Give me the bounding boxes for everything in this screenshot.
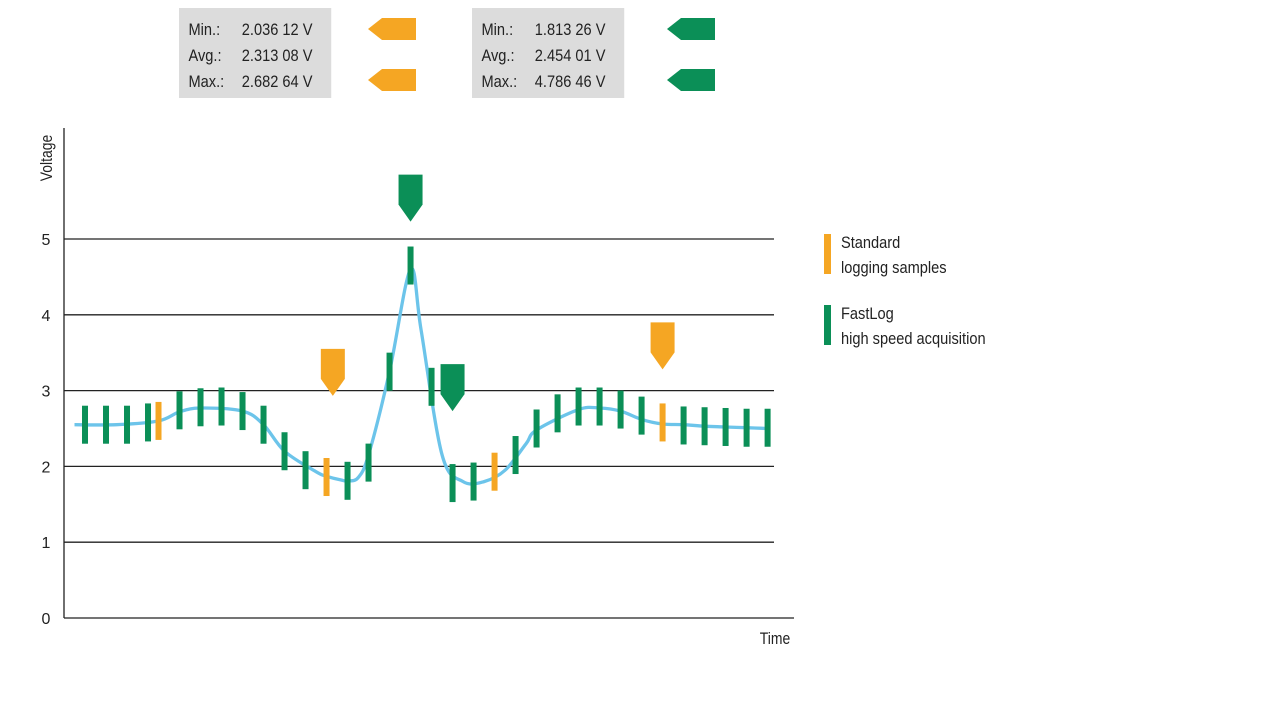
- standard-sample: [155, 401, 162, 440]
- fastlog-sample: [596, 387, 603, 426]
- standard-sample: [659, 403, 666, 442]
- fastlog-sample: [743, 408, 750, 447]
- standard-extreme-marker-icon: [320, 348, 345, 396]
- fastlog-sample: [407, 246, 414, 285]
- avg-label: Avg.:: [188, 46, 222, 65]
- fastlog-sample: [722, 407, 729, 446]
- standard-avg-row: Avg.: 2.313 08 V: [188, 43, 331, 69]
- y-tick-label: 5: [42, 232, 51, 249]
- avg-value: 2.313 08 V: [241, 46, 313, 65]
- min-label: Min.:: [188, 20, 221, 39]
- fastlog-max-row: Max.: 4.786 46 V: [481, 69, 624, 95]
- fastlog-avg-row: Avg.: 2.454 01 V: [481, 43, 624, 69]
- standard-min-row: Min.: 2.036 12 V: [188, 17, 331, 43]
- fastlog-sample: [82, 405, 89, 444]
- standard-min-arrow-icon: [368, 18, 416, 40]
- standard-stats-box: Min.: 2.036 12 V Avg.: 2.313 08 V Max.: …: [179, 8, 332, 98]
- fastlog-min-row: Min.: 1.813 26 V: [481, 17, 624, 43]
- fastlog-sample: [449, 464, 456, 503]
- standard-extreme-marker-icon: [650, 322, 675, 370]
- fastlog-sample: [260, 405, 267, 444]
- max-value: 4.786 46 V: [534, 72, 606, 91]
- axes: Voltage Time: [38, 128, 794, 648]
- max-label: Max.:: [188, 72, 225, 91]
- fastlog-sample: [239, 392, 246, 431]
- fastlog-sample: [197, 388, 204, 427]
- fastlog-sample: [103, 405, 110, 444]
- standard-max-row: Max.: 2.682 64 V: [188, 69, 331, 95]
- legend-label: high speed acquisition: [841, 330, 986, 348]
- fastlog-sample: [701, 407, 708, 446]
- fastlog-extreme-marker-icon: [440, 364, 465, 412]
- fastlog-sample: [638, 396, 645, 435]
- legend-label: FastLog: [841, 305, 894, 323]
- standard-sample: [323, 458, 330, 497]
- y-tick-label: 4: [42, 308, 51, 325]
- fastlog-sample: [575, 387, 582, 426]
- stat-arrows: [368, 18, 715, 91]
- y-tick-label: 3: [42, 384, 51, 401]
- fastlog-stats-box: Min.: 1.813 26 V Avg.: 2.454 01 V Max.: …: [472, 8, 625, 98]
- fastlog-sample: [554, 394, 561, 433]
- signal-line: [74, 266, 768, 486]
- fastlog-sample: [302, 451, 309, 490]
- min-value: 2.036 12 V: [241, 20, 313, 39]
- fastlog-max-arrow-icon: [667, 69, 715, 91]
- fastlog-legend-swatch: [824, 305, 831, 345]
- fastlog-sample: [176, 391, 183, 430]
- y-tick-labels: 0 1 2 3 4 5: [42, 232, 51, 628]
- fastlog-min-arrow-icon: [667, 18, 715, 40]
- fastlog-sample: [344, 461, 351, 500]
- y-tick-label: 1: [42, 535, 51, 552]
- standard-sample: [491, 452, 498, 491]
- avg-value: 2.454 01 V: [534, 46, 606, 65]
- legend-label: Standard: [841, 234, 900, 252]
- legend-label: logging samples: [841, 259, 947, 277]
- fastlog-sample: [512, 436, 519, 475]
- fastlog-sample: [365, 443, 372, 482]
- max-label: Max.:: [481, 72, 518, 91]
- fastlog-sample: [145, 403, 152, 442]
- extreme-markers: [320, 174, 675, 412]
- fastlog-sample: [764, 408, 771, 447]
- y-axis-label: Voltage: [38, 135, 57, 181]
- fastlog-sample: [124, 405, 131, 444]
- min-label: Min.:: [481, 20, 514, 39]
- fastlog-sample: [533, 409, 540, 448]
- fastlog-sample: [281, 432, 288, 471]
- fastlog-sample: [386, 352, 393, 391]
- max-value: 2.682 64 V: [241, 72, 313, 91]
- standard-max-arrow-icon: [368, 69, 416, 91]
- sample-markers: [82, 246, 771, 503]
- fastlog-sample: [617, 390, 624, 429]
- grid-lines: [64, 238, 774, 543]
- min-value: 1.813 26 V: [534, 20, 606, 39]
- y-tick-label: 2: [42, 459, 51, 476]
- legend: Standard logging samples FastLog high speed…: [824, 234, 986, 348]
- standard-legend-swatch: [824, 234, 831, 274]
- avg-label: Avg.:: [481, 46, 515, 65]
- fastlog-sample: [680, 406, 687, 445]
- fastlog-sample: [470, 462, 477, 501]
- y-tick-label: 0: [42, 611, 51, 628]
- fastlog-sample: [428, 367, 435, 406]
- x-axis-label: Time: [760, 630, 790, 649]
- fastlog-extreme-marker-icon: [398, 174, 423, 222]
- fastlog-sample: [218, 387, 225, 426]
